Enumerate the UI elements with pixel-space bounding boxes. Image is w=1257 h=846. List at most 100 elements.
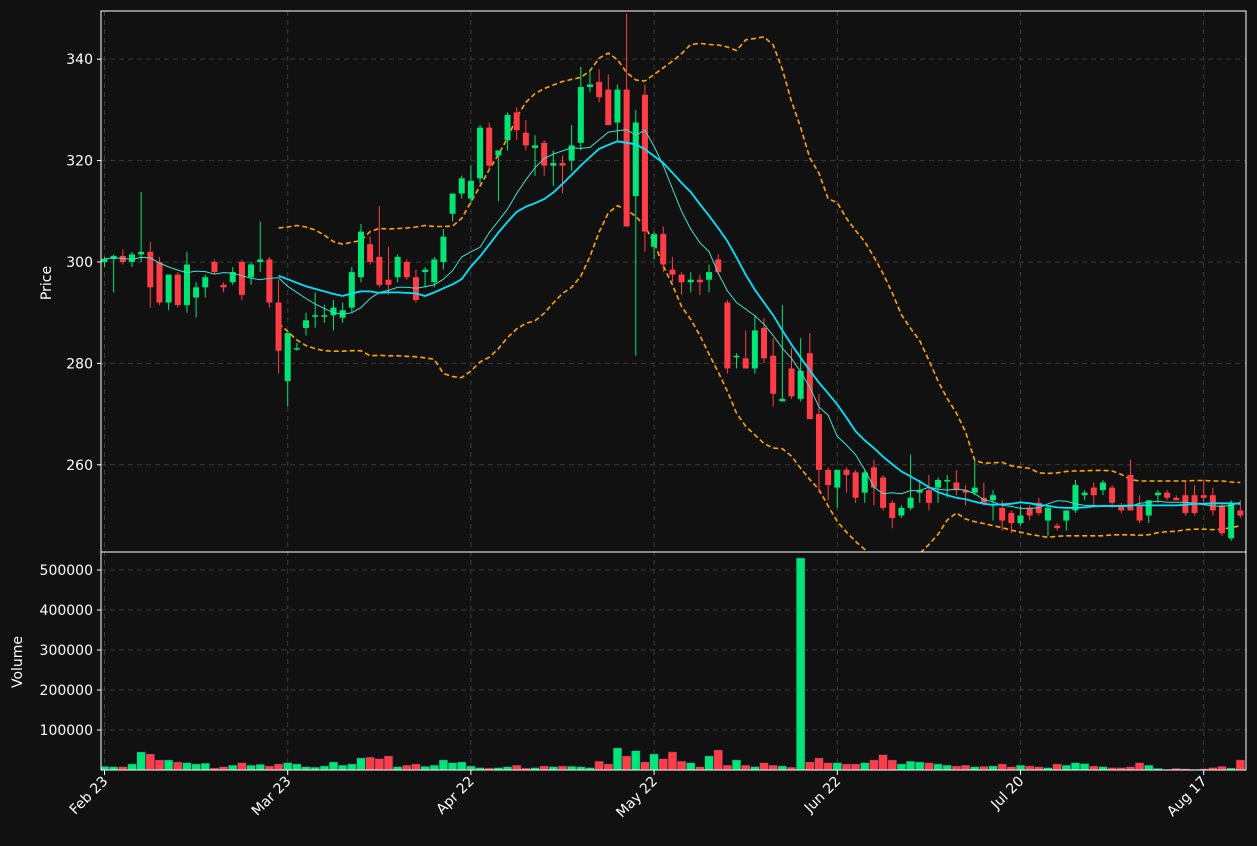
volume-bar [658, 758, 668, 770]
volume-bar [567, 766, 577, 770]
candle-body [357, 231, 364, 278]
volume-bar [283, 762, 293, 770]
candle-body [403, 261, 410, 278]
volume-bar [759, 762, 769, 770]
candle-body [724, 302, 731, 369]
candle-body [376, 256, 383, 285]
candle-body [220, 284, 227, 288]
candle-body [238, 261, 245, 295]
volume-bar [1226, 767, 1236, 770]
volume-bar [1080, 763, 1090, 770]
price-axis-label: Price [39, 266, 55, 300]
volume-bar [145, 753, 155, 770]
volume-bar [512, 765, 522, 770]
volume-bar [429, 765, 439, 770]
volume-bar [704, 755, 714, 770]
volume-bar [200, 763, 210, 770]
candle-body [577, 87, 584, 143]
candle-body [147, 251, 154, 288]
candle-body [568, 145, 575, 161]
candle-body [944, 480, 951, 482]
candle-body [321, 315, 328, 317]
candle-body [1145, 500, 1152, 516]
candle-body [898, 507, 905, 516]
volume-bar [713, 749, 723, 770]
candle-body [522, 132, 529, 146]
volume-bar [961, 765, 971, 770]
candle-body [1164, 492, 1171, 498]
volume-bar [851, 763, 861, 770]
volume-bar [805, 761, 815, 770]
candle-body [669, 269, 676, 275]
candle-body [284, 332, 291, 382]
volume-bar [365, 757, 375, 770]
volume-bar [1135, 762, 1145, 770]
candle-body [1237, 510, 1244, 516]
volume-bar [841, 763, 851, 770]
candle-body [1099, 482, 1106, 491]
volume-grid [101, 569, 1246, 731]
volume-bar [768, 765, 778, 770]
candle-body [925, 490, 932, 503]
bollinger-bands [277, 36, 1241, 552]
volume-bar [191, 763, 201, 770]
candle-body [797, 370, 804, 399]
candle-body [1072, 485, 1079, 511]
volume-bar [1144, 765, 1154, 770]
candle-body [1173, 497, 1180, 501]
volume-bar [255, 764, 265, 770]
volume-bar [887, 759, 897, 770]
candle-body [1054, 525, 1061, 529]
volume-bar [154, 759, 164, 770]
candle-body [761, 327, 768, 359]
volume-bar [869, 759, 879, 770]
volume-bar [274, 763, 284, 770]
candle-body [440, 236, 447, 262]
candle-body [211, 261, 218, 273]
volume-bar [1070, 762, 1080, 770]
volume-bar [951, 765, 961, 770]
price-tick-label: 260 [66, 458, 93, 474]
candle-body [907, 497, 914, 508]
volume-bar [741, 765, 751, 770]
volume-bar [164, 759, 174, 770]
candle-body [367, 244, 374, 262]
candle-body [257, 259, 264, 262]
price-grid [101, 58, 1246, 466]
volume-tick-label: 100000 [40, 723, 93, 739]
volume-bar [457, 761, 467, 770]
candle-body [183, 264, 190, 306]
candle-body [916, 490, 923, 493]
volume-bar [264, 765, 274, 770]
volume-bar [127, 763, 137, 770]
volume-bar [640, 761, 650, 770]
candle-body [559, 163, 566, 166]
candle-body [385, 279, 392, 285]
candle-body [1008, 512, 1015, 524]
candle-body [706, 272, 713, 280]
volume-bar [438, 759, 448, 770]
candle-body [1081, 492, 1088, 496]
candle-body [330, 307, 337, 316]
candle-body [632, 122, 639, 197]
volume-bar [732, 759, 742, 770]
candle-body [834, 469, 841, 488]
candle-body [101, 258, 108, 262]
candle-body [477, 127, 484, 179]
volume-bar [906, 761, 916, 770]
candle-body [138, 251, 145, 255]
candle-body [495, 150, 502, 156]
volume-tick-label: 300000 [40, 643, 93, 659]
candle-body [1200, 495, 1207, 498]
candle-body [806, 353, 813, 420]
candle-body [119, 255, 126, 262]
candle-body [1017, 515, 1024, 524]
candle-body [1090, 487, 1097, 496]
candle-body [962, 490, 969, 493]
volume-bar [631, 750, 641, 770]
candle-body [596, 81, 603, 98]
candle-body [449, 193, 456, 214]
volume-bar [466, 765, 476, 770]
slow-moving-average-line [278, 140, 1241, 509]
volume-bar [777, 765, 787, 770]
